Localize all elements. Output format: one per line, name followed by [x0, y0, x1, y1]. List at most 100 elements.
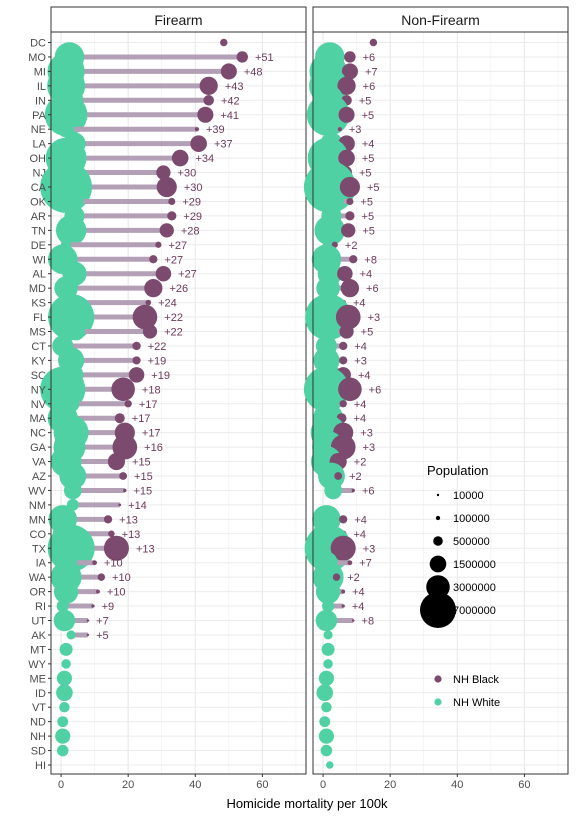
panel-nonfirearm: Non-Firearm+6+7+6+5+5+3+4+5+5+5+5+5+5+2+… — [303, 6, 569, 791]
point-black-CA — [339, 176, 360, 198]
diff-label-AL: +27 — [178, 269, 197, 281]
point-black-MO — [236, 51, 248, 63]
diff-label-NV: +17 — [139, 399, 158, 411]
point-white-SD — [320, 744, 333, 757]
diff-label-NC: +3 — [360, 428, 373, 440]
diff-label-IL: +6 — [363, 81, 376, 93]
diff-label-SC: +4 — [358, 370, 371, 382]
y-tick-label-MO: MO — [28, 52, 46, 64]
diff-label-CO: +13 — [122, 529, 141, 541]
point-black-UT — [351, 619, 355, 622]
y-tick-label-CO: CO — [30, 529, 47, 541]
point-black-OH — [338, 149, 355, 167]
diff-label-VA: +2 — [354, 457, 367, 469]
diff-label-CT: +4 — [354, 341, 367, 353]
diff-label-NM: +14 — [128, 500, 147, 512]
point-white-OR — [315, 579, 341, 604]
diff-label-UT: +8 — [362, 616, 375, 628]
diff-label-MN: +13 — [119, 514, 138, 526]
point-white-WY — [323, 659, 333, 669]
point-black-TN — [341, 223, 356, 238]
legend: Population 10000 100000 500000 1500000 300000… — [420, 463, 500, 709]
point-black-TX — [103, 535, 129, 561]
point-black-AR — [167, 211, 177, 221]
legend-size-key — [433, 536, 443, 546]
point-white-VT — [321, 701, 332, 713]
point-black-IA — [347, 560, 353, 566]
diff-label-NY: +18 — [142, 384, 161, 396]
diff-label-CA: +30 — [184, 182, 203, 194]
point-black-OH — [171, 149, 189, 167]
y-tick-label-NV: NV — [31, 399, 47, 411]
legend-size-label: 100000 — [453, 513, 490, 525]
point-white-HI — [326, 761, 334, 769]
diff-label-LA: +4 — [362, 139, 375, 151]
point-white-PA — [306, 93, 350, 137]
diff-label-PA: +41 — [220, 110, 239, 122]
point-black-SC — [128, 367, 145, 383]
point-white-WV — [324, 481, 342, 500]
point-white-UT — [53, 609, 76, 632]
legend-color-label: NH Black — [453, 674, 499, 686]
diff-label-LA: +37 — [214, 139, 233, 151]
panel-border-firearm — [50, 31, 307, 775]
point-black-CT — [132, 341, 141, 351]
y-tick-label-PA: PA — [32, 110, 47, 122]
point-black-KY — [132, 356, 141, 365]
point-black-MN — [339, 515, 348, 524]
x-tick-label: 60 — [256, 779, 268, 791]
y-tick-label-MN: MN — [29, 514, 46, 526]
y-tick-label-CA: CA — [31, 182, 47, 194]
y-tick-label-NH: NH — [30, 731, 46, 743]
diff-label-MS: +22 — [164, 327, 183, 339]
diff-label-TN: +28 — [181, 225, 200, 237]
y-tick-label-OR: OR — [30, 587, 47, 599]
legend-size-key — [426, 575, 450, 599]
diff-label-MN: +4 — [354, 514, 367, 526]
point-black-KY — [339, 356, 348, 365]
point-white-WV — [63, 481, 82, 500]
point-white-NH — [55, 728, 71, 744]
point-black-NY — [338, 377, 362, 402]
diff-label-NV: +4 — [354, 399, 367, 411]
point-black-NV — [124, 400, 132, 408]
y-tick-label-WA: WA — [29, 572, 47, 584]
y-tick-label-MT: MT — [30, 644, 46, 656]
point-white-MT — [321, 642, 335, 656]
diff-label-MI: +7 — [365, 66, 378, 78]
point-black-AZ — [119, 472, 128, 480]
point-black-AR — [345, 211, 355, 221]
point-white-NH — [318, 728, 335, 744]
x-tick-label: 60 — [518, 779, 530, 791]
diff-label-AR: +29 — [183, 211, 202, 223]
y-tick-label-WV: WV — [28, 485, 46, 497]
y-tick-label-DC: DC — [30, 38, 46, 50]
legend-size-label: 1500000 — [453, 559, 496, 571]
point-black-LA — [190, 135, 207, 152]
diff-label-KS: +4 — [353, 298, 366, 310]
diff-label-WA: +10 — [112, 572, 131, 584]
diff-label-GA: +3 — [363, 442, 376, 454]
point-black-WA — [97, 573, 106, 581]
point-black-MN — [103, 515, 113, 524]
diff-label-PA: +5 — [362, 110, 375, 122]
point-black-FL — [335, 304, 361, 330]
point-white-VT — [59, 701, 70, 713]
point-white-WY — [61, 659, 71, 669]
diff-label-KY: +3 — [354, 355, 367, 367]
point-black-DE — [155, 241, 162, 248]
y-tick-label-VT: VT — [32, 702, 46, 714]
point-white-ME — [318, 670, 335, 686]
y-tick-label-MD: MD — [29, 283, 46, 295]
diff-label-TX: +3 — [363, 543, 376, 555]
point-white-SD — [56, 744, 69, 757]
diff-label-RI: +9 — [102, 601, 115, 613]
legend-size-key — [420, 592, 456, 628]
diff-label-CO: +4 — [353, 529, 366, 541]
point-black-NM — [118, 503, 122, 507]
legend-color-key — [434, 698, 442, 706]
legend-color-label: NH White — [453, 697, 500, 709]
point-black-CT — [339, 341, 348, 351]
point-black-DC — [369, 38, 378, 47]
point-white-RI — [56, 599, 69, 613]
